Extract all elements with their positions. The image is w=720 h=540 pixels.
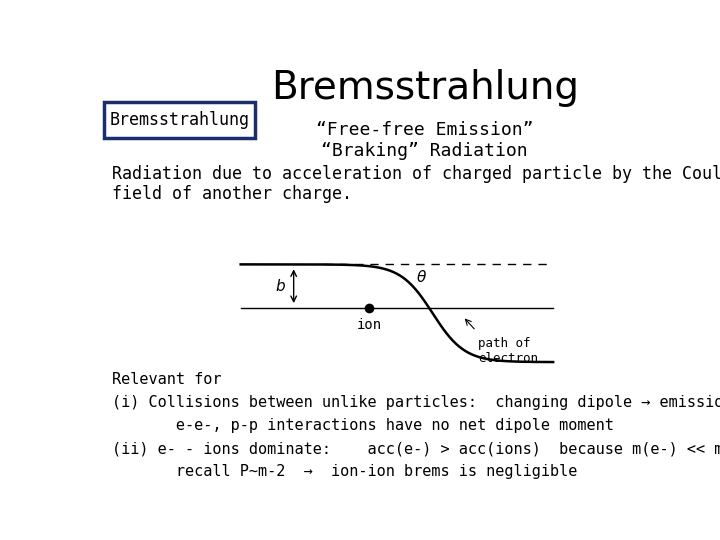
Text: $\theta$: $\theta$ bbox=[416, 268, 428, 285]
Text: Radiation due to acceleration of charged particle by the Coulomb: Radiation due to acceleration of charged… bbox=[112, 165, 720, 183]
Text: path of
electron: path of electron bbox=[478, 337, 538, 365]
Text: ion: ion bbox=[356, 319, 382, 333]
Text: b: b bbox=[276, 279, 285, 294]
Text: (ii) e- - ions dominate:    acc(e-) > acc(ions)  because m(e-) << m(ions): (ii) e- - ions dominate: acc(e-) > acc(i… bbox=[112, 441, 720, 456]
Text: (i) Collisions between unlike particles:  changing dipole → emission: (i) Collisions between unlike particles:… bbox=[112, 395, 720, 410]
Text: recall P~m-2  →  ion-ion brems is negligible: recall P~m-2 → ion-ion brems is negligib… bbox=[112, 464, 577, 479]
FancyBboxPatch shape bbox=[104, 102, 255, 138]
Text: “Free-free Emission”: “Free-free Emission” bbox=[316, 121, 534, 139]
Text: Relevant for: Relevant for bbox=[112, 373, 222, 388]
Text: Bremsstrahlung: Bremsstrahlung bbox=[109, 111, 249, 129]
Text: “Braking” Radiation: “Braking” Radiation bbox=[322, 141, 528, 160]
Text: field of another charge.: field of another charge. bbox=[112, 185, 352, 204]
Text: e-e-, p-p interactions have no net dipole moment: e-e-, p-p interactions have no net dipol… bbox=[112, 418, 614, 433]
Text: Bremsstrahlung: Bremsstrahlung bbox=[271, 69, 579, 107]
